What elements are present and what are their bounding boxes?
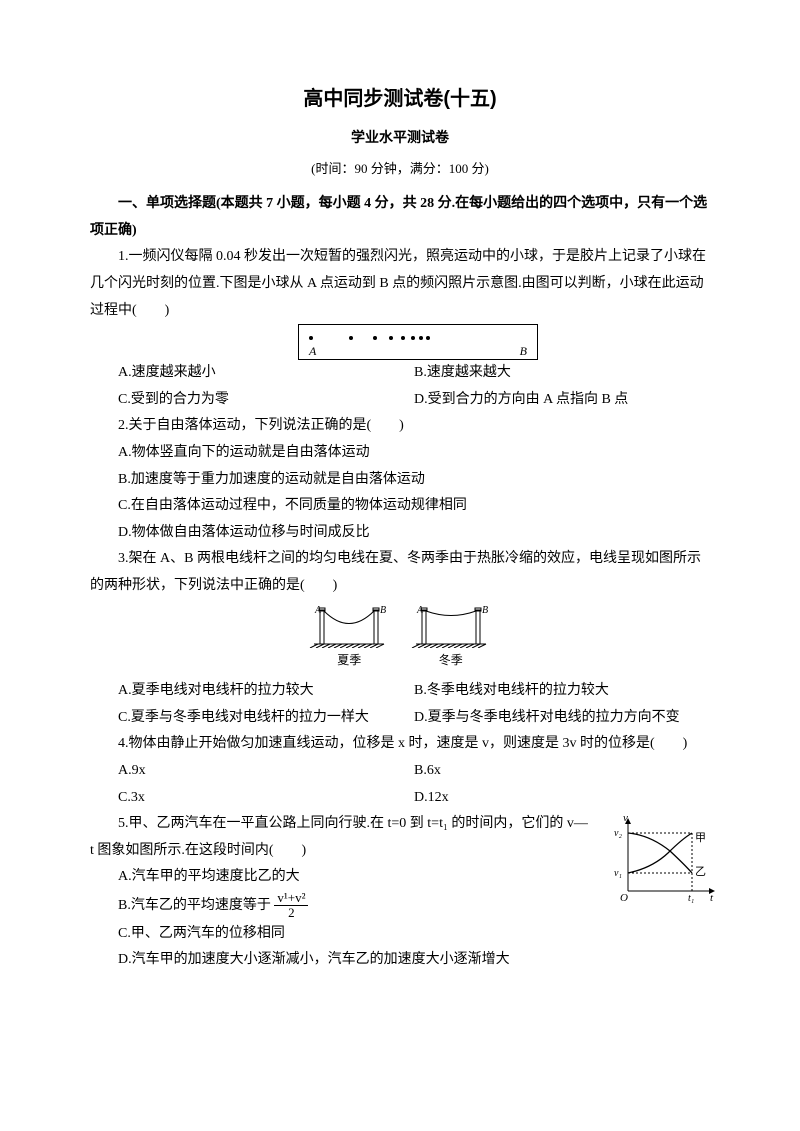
- q2-opt-a: A.物体竖直向下的运动就是自由落体运动: [118, 440, 710, 467]
- q1-text: 1.一频闪仪每隔 0.04 秒发出一次短暂的强烈闪光，照亮运动中的小球，于是胶片…: [90, 244, 710, 324]
- q1-opt-b: B.速度越来越大: [414, 360, 710, 387]
- q3-opt-c: C.夏季与冬季电线对电线杆的拉力一样大: [118, 705, 414, 732]
- q3-text: 3.架在 A、B 两根电线杆之间的均匀电线在夏、冬两季由于热胀冷缩的效应，电线呈…: [90, 546, 710, 599]
- q5-opt-a: A.汽车甲的平均速度比乙的大: [118, 864, 590, 891]
- q5-opt-b: B.汽车乙的平均速度等于 v¹+v² 2: [118, 891, 590, 921]
- q3-caption-winter: 冬季: [439, 653, 463, 667]
- q5-opt-d: D.汽车甲的加速度大小逐渐减小，汽车乙的加速度大小逐渐增大: [118, 947, 590, 974]
- q1-opt-d: D.受到合力的方向由 A 点指向 B 点: [414, 387, 710, 414]
- page-subtitle: 学业水平测试卷: [90, 126, 710, 153]
- q5-opt-c: C.甲、乙两汽车的位移相同: [118, 921, 590, 948]
- q2-opt-b: B.加速度等于重力加速度的运动就是自由落体运动: [118, 467, 710, 494]
- page-title: 高中同步测试卷(十五): [90, 80, 710, 118]
- q1-opt-a: A.速度越来越小: [118, 360, 414, 387]
- section-1-heading: 一、单项选择题(本题共 7 小题，每小题 4 分，共 28 分.在每小题给出的四…: [90, 191, 710, 244]
- svg-text:甲: 甲: [695, 832, 706, 844]
- q3-opt-d: D.夏季与冬季电线杆对电线的拉力方向不变: [414, 705, 710, 732]
- q2-opt-c: C.在自由落体运动过程中，不同质量的物体运动规律相同: [118, 493, 710, 520]
- svg-text:v₂: v₂: [614, 828, 622, 839]
- q4-opt-a: A.9x: [118, 758, 414, 785]
- q4-opt-c: C.3x: [118, 785, 414, 812]
- svg-text:t: t: [710, 892, 714, 904]
- q3-caption-summer: 夏季: [337, 653, 361, 667]
- timing-info: (时间：90 分钟，满分：100 分): [90, 157, 710, 182]
- svg-text:v: v: [623, 813, 628, 824]
- svg-text:B: B: [482, 605, 488, 616]
- svg-text:v₁: v₁: [614, 868, 622, 879]
- q3-figure: A B 夏季 A B 冬季: [90, 604, 710, 675]
- q1-opt-c: C.受到的合力为零: [118, 387, 414, 414]
- svg-text:B: B: [380, 605, 386, 616]
- q3-opt-a: A.夏季电线对电线杆的拉力较大: [118, 678, 414, 705]
- q1-label-a: A: [309, 345, 316, 357]
- q1-figure: A B: [298, 324, 538, 360]
- svg-text:乙: 乙: [695, 865, 706, 878]
- q2-text: 2.关于自由落体运动，下列说法正确的是( ): [90, 413, 710, 440]
- q2-opt-d: D.物体做自由落体运动位移与时间成反比: [118, 520, 710, 547]
- q5-graph: v v₂ v₁ O t₁ t 甲 乙: [610, 813, 720, 916]
- svg-text:A: A: [314, 605, 322, 616]
- q4-opt-d: D.12x: [414, 785, 710, 812]
- q3-opt-b: B.冬季电线对电线杆的拉力较大: [414, 678, 710, 705]
- q4-text: 4.物体由静止开始做匀加速直线运动，位移是 x 时，速度是 v，则速度是 3v …: [90, 731, 710, 758]
- q4-opt-b: B.6x: [414, 758, 710, 785]
- svg-text:t₁: t₁: [688, 893, 694, 904]
- q1-label-b: B: [520, 345, 527, 357]
- svg-text:A: A: [416, 605, 424, 616]
- svg-text:O: O: [620, 892, 628, 904]
